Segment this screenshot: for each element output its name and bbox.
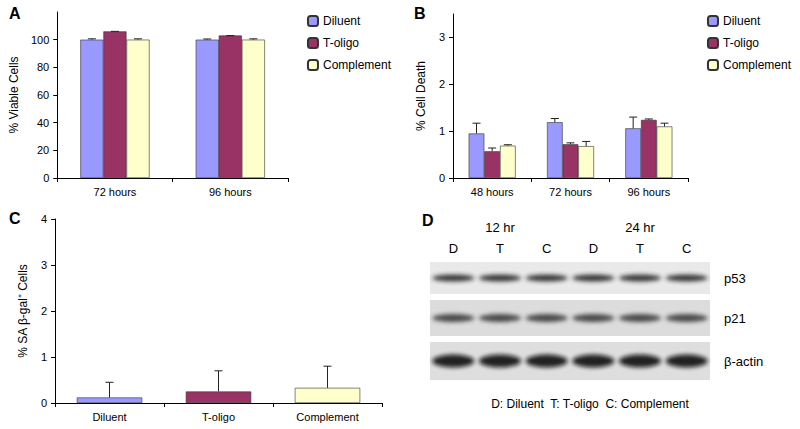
svg-text:40: 40 [37, 117, 49, 129]
svg-text:D: D [589, 241, 598, 256]
svg-text:0: 0 [439, 172, 445, 184]
svg-text:D: D [422, 212, 434, 229]
svg-text:3: 3 [439, 31, 445, 43]
svg-text:3: 3 [41, 259, 47, 271]
svg-text:T: T [496, 241, 504, 256]
svg-text:T-oligo: T-oligo [202, 411, 235, 423]
svg-text:T-oligo: T-oligo [323, 36, 359, 50]
svg-text:0: 0 [43, 172, 49, 184]
svg-text:100: 100 [31, 34, 49, 46]
svg-text:12 hr: 12 hr [485, 220, 515, 235]
svg-text:p21: p21 [724, 311, 746, 326]
svg-text:20: 20 [37, 144, 49, 156]
svg-text:72 hours: 72 hours [94, 186, 137, 198]
svg-text:C: C [542, 241, 551, 256]
svg-text:Complement: Complement [323, 58, 392, 72]
svg-text:0: 0 [41, 397, 47, 409]
svg-text:T-oligo: T-oligo [723, 36, 759, 50]
svg-text:T: T [636, 241, 644, 256]
svg-text:60: 60 [37, 89, 49, 101]
svg-text:Complement: Complement [723, 58, 792, 72]
svg-text:% Cell Death: % Cell Death [414, 61, 428, 131]
svg-text:β-actin: β-actin [724, 354, 763, 369]
svg-text:48 hours: 48 hours [471, 186, 514, 198]
svg-text:% SA β-gal⁺ Cells: % SA β-gal⁺ Cells [16, 264, 30, 358]
svg-text:C: C [682, 241, 691, 256]
svg-text:B: B [414, 5, 426, 22]
svg-text:72 hours: 72 hours [549, 186, 592, 198]
svg-text:Complement: Complement [296, 411, 358, 423]
svg-text:2: 2 [41, 305, 47, 317]
svg-text:p53: p53 [724, 271, 746, 286]
svg-text:% Viable Cells: % Viable Cells [7, 56, 21, 133]
svg-text:Diluent: Diluent [92, 411, 126, 423]
svg-text:24 hr: 24 hr [625, 220, 655, 235]
svg-text:C: C [9, 210, 21, 227]
svg-text:4: 4 [41, 213, 47, 225]
svg-text:96 hours: 96 hours [627, 186, 670, 198]
svg-text:1: 1 [439, 125, 445, 137]
svg-text:80: 80 [37, 61, 49, 73]
svg-text:Diluent: Diluent [323, 14, 361, 28]
svg-text:D: Diluent T: T-oligo C: Com: D: Diluent T: T-oligo C: Complement [491, 397, 689, 411]
svg-text:1: 1 [41, 351, 47, 363]
svg-text:96 hours: 96 hours [209, 186, 252, 198]
svg-text:Diluent: Diluent [723, 14, 761, 28]
svg-text:2: 2 [439, 78, 445, 90]
svg-text:A: A [9, 5, 21, 22]
svg-text:D: D [449, 241, 458, 256]
